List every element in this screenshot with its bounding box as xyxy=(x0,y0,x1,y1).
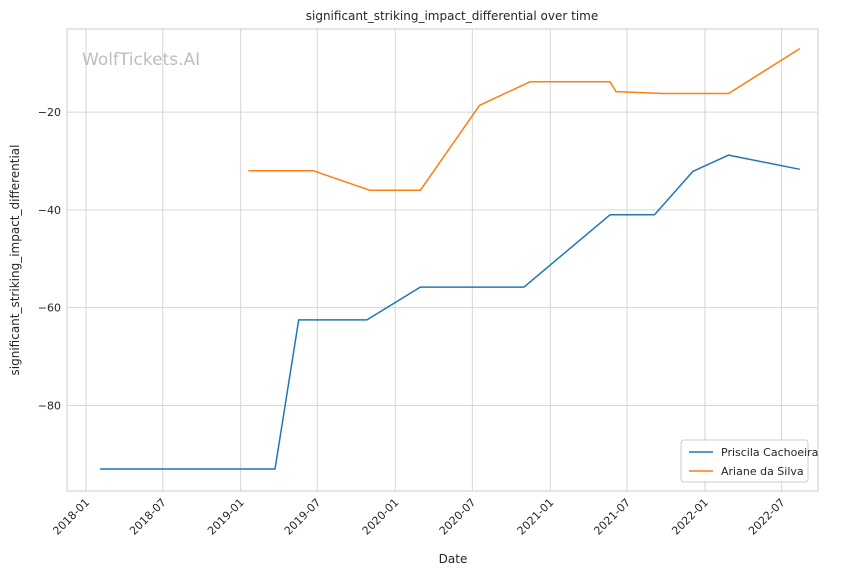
legend: Priscila Cachoeira Ariane da Silva xyxy=(680,439,818,483)
x-tick-label: 2018-01 xyxy=(50,496,92,538)
x-tick-label: 2020-07 xyxy=(437,496,479,538)
watermark: WolfTickets.AI xyxy=(82,50,200,70)
x-tick-label: 2022-07 xyxy=(746,496,788,538)
series-line-priscila-cachoeira xyxy=(100,154,800,470)
x-tick-label: 2020-01 xyxy=(360,496,402,538)
x-axis-label: Date xyxy=(439,552,468,566)
y-axis-label: significant_striking_impact_differential xyxy=(8,145,22,376)
x-tick-label: 2018-07 xyxy=(127,496,169,538)
chart-title: significant_striking_impact_differential… xyxy=(306,9,598,23)
y-tick-label: −60 xyxy=(38,302,61,315)
y-tick-label: −20 xyxy=(38,106,61,119)
x-tick-label: 2021-07 xyxy=(591,496,633,538)
legend-label-ariane-da-silva: Ariane da Silva xyxy=(721,465,804,478)
legend-label-priscila-cachoeira: Priscila Cachoeira xyxy=(721,446,818,459)
x-tick-label: 2019-01 xyxy=(205,496,247,538)
series-line-ariane-da-silva xyxy=(248,47,801,192)
x-tick-label: 2022-01 xyxy=(669,496,711,538)
grid xyxy=(67,29,818,491)
tick-labels: 2018-01 2018-07 2019-01 2019-07 2020-01 2020-… xyxy=(38,106,788,538)
y-tick-label: −80 xyxy=(38,399,61,412)
y-tick-label: −40 xyxy=(38,204,61,217)
series-lines xyxy=(100,47,801,470)
x-tick-label: 2019-07 xyxy=(282,496,324,538)
plot-frame xyxy=(66,28,819,492)
x-tick-label: 2021-01 xyxy=(515,496,557,538)
